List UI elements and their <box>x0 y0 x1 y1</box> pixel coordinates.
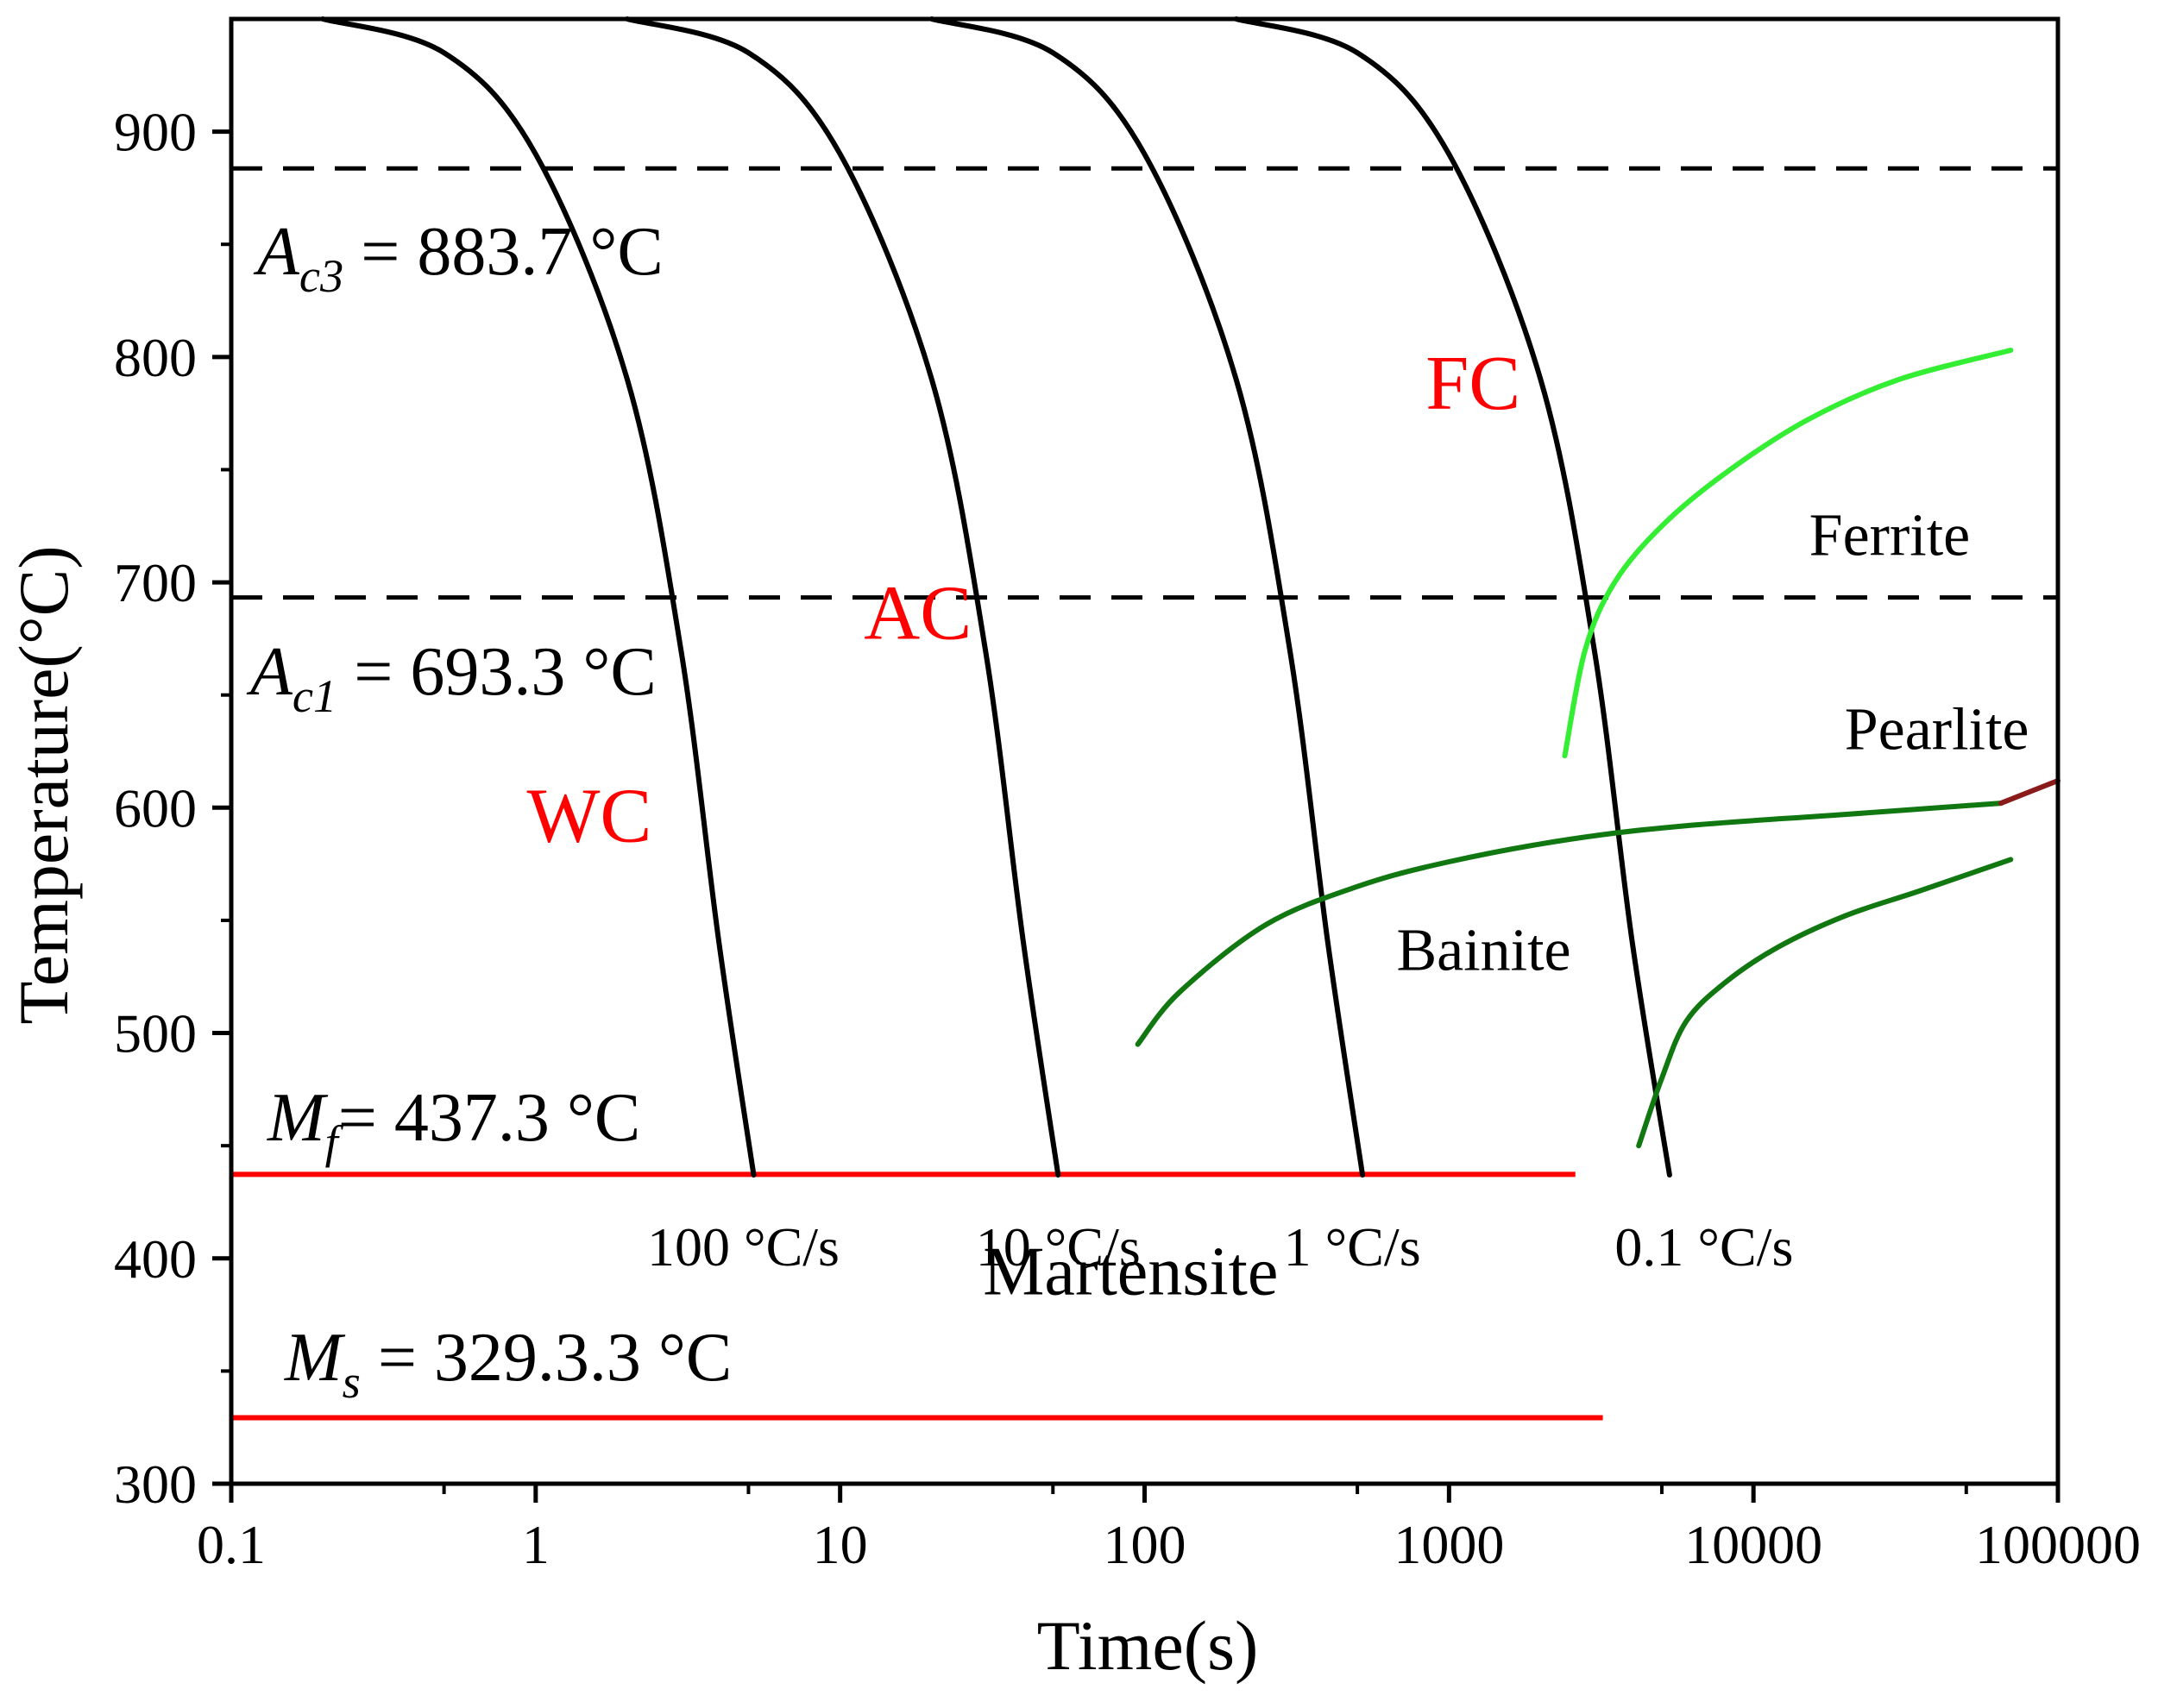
cooling-rate-label-0: 100 °C/s <box>647 1216 840 1278</box>
cooling-curve-3 <box>1233 16 1672 1178</box>
critical-temp-label-mf: Mf= 437.3 °C <box>267 1080 640 1168</box>
y-tick-label-0: 300 <box>114 1454 197 1515</box>
y-tick-label-4: 700 <box>114 552 197 613</box>
y-tick-label-3: 600 <box>114 777 197 838</box>
phase-label-bainite: Bainite <box>1396 917 1570 983</box>
cooling-rate-label-3: 0.1 °C/s <box>1614 1216 1793 1278</box>
phase-label-martensite: Martensite <box>983 1234 1278 1310</box>
region-label-fc: FC <box>1425 341 1520 426</box>
y-axis-title: Temperature(°C) <box>4 545 83 1024</box>
x-tick-label-3: 100 <box>1104 1514 1186 1575</box>
region-label-ac: AC <box>864 570 972 656</box>
y-tick-label-2: 500 <box>114 1003 197 1064</box>
transformation-curve-2 <box>1998 778 2060 807</box>
cooling-curve-1 <box>625 16 1061 1178</box>
critical-temp-label-ac1: Ac1 = 693.3 °C <box>246 634 657 722</box>
y-tick-label-5: 800 <box>114 327 197 388</box>
x-tick-label-2: 10 <box>813 1514 868 1575</box>
y-tick-label-6: 900 <box>114 102 197 163</box>
x-tick-label-1: 1 <box>522 1514 550 1575</box>
x-tick-label-6: 100000 <box>1975 1514 2141 1575</box>
x-tick-label-0: 0.1 <box>197 1514 266 1575</box>
transformation-curve-1 <box>1135 801 2004 1047</box>
x-tick-label-4: 1000 <box>1394 1514 1504 1575</box>
region-label-wc: WC <box>526 773 651 858</box>
x-axis-title: Time(s) <box>1037 1606 1259 1685</box>
phase-label-ferrite: Ferrite <box>1809 503 1971 569</box>
critical-temp-label-ms: Ms = 329.3.3 °C <box>284 1320 732 1408</box>
x-tick-label-5: 10000 <box>1684 1514 1822 1575</box>
transformation-curve-0 <box>1562 348 2014 759</box>
cooling-rate-label-1: 10 °C/s <box>976 1216 1141 1278</box>
y-tick-label-1: 400 <box>114 1228 197 1290</box>
cooling-rate-label-2: 1 °C/s <box>1284 1216 1421 1278</box>
transformation-curve-3 <box>1636 857 2014 1149</box>
phase-label-pearlite: Pearlite <box>1845 696 2029 763</box>
critical-temp-label-ac3: Ac3 = 883.7 °C <box>253 214 664 302</box>
cooling-curve-2 <box>928 16 1366 1178</box>
cooling-curve-0 <box>320 16 757 1178</box>
